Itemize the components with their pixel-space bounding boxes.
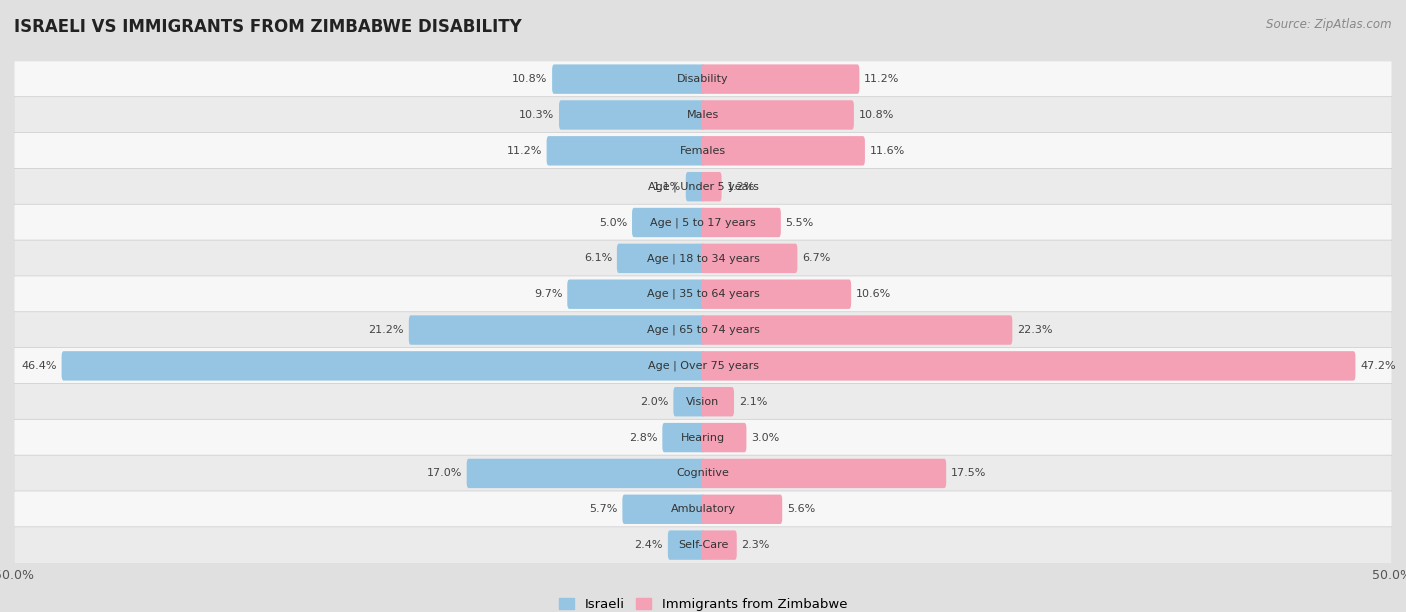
Text: Age | 18 to 34 years: Age | 18 to 34 years <box>647 253 759 264</box>
FancyBboxPatch shape <box>623 494 704 524</box>
FancyBboxPatch shape <box>662 423 704 452</box>
FancyBboxPatch shape <box>633 208 704 237</box>
Text: 2.4%: 2.4% <box>634 540 664 550</box>
Text: Age | 65 to 74 years: Age | 65 to 74 years <box>647 325 759 335</box>
FancyBboxPatch shape <box>702 136 865 165</box>
Text: 10.3%: 10.3% <box>519 110 554 120</box>
Text: Vision: Vision <box>686 397 720 407</box>
Legend: Israeli, Immigrants from Zimbabwe: Israeli, Immigrants from Zimbabwe <box>554 593 852 612</box>
FancyBboxPatch shape <box>14 384 1392 420</box>
FancyBboxPatch shape <box>702 423 747 452</box>
FancyBboxPatch shape <box>702 244 797 273</box>
Text: 6.7%: 6.7% <box>803 253 831 263</box>
Text: 2.0%: 2.0% <box>640 397 669 407</box>
Text: 2.8%: 2.8% <box>628 433 658 442</box>
FancyBboxPatch shape <box>702 64 859 94</box>
Text: 11.2%: 11.2% <box>865 74 900 84</box>
FancyBboxPatch shape <box>702 494 782 524</box>
Text: 5.0%: 5.0% <box>599 217 627 228</box>
FancyBboxPatch shape <box>702 315 1012 345</box>
Text: 17.0%: 17.0% <box>426 468 461 479</box>
Text: 11.6%: 11.6% <box>870 146 905 156</box>
Text: 10.8%: 10.8% <box>859 110 894 120</box>
FancyBboxPatch shape <box>702 351 1355 381</box>
Text: Age | 5 to 17 years: Age | 5 to 17 years <box>650 217 756 228</box>
FancyBboxPatch shape <box>14 491 1392 528</box>
Text: 17.5%: 17.5% <box>950 468 987 479</box>
FancyBboxPatch shape <box>702 280 851 309</box>
FancyBboxPatch shape <box>14 133 1392 169</box>
FancyBboxPatch shape <box>14 419 1392 456</box>
FancyBboxPatch shape <box>62 351 704 381</box>
Text: Age | Under 5 years: Age | Under 5 years <box>648 181 758 192</box>
Text: 2.3%: 2.3% <box>741 540 770 550</box>
Text: Disability: Disability <box>678 74 728 84</box>
FancyBboxPatch shape <box>14 168 1392 205</box>
Text: Ambulatory: Ambulatory <box>671 504 735 514</box>
FancyBboxPatch shape <box>14 527 1392 564</box>
Text: 10.8%: 10.8% <box>512 74 547 84</box>
FancyBboxPatch shape <box>409 315 704 345</box>
Text: 5.6%: 5.6% <box>787 504 815 514</box>
FancyBboxPatch shape <box>467 459 704 488</box>
Text: Males: Males <box>688 110 718 120</box>
FancyBboxPatch shape <box>673 387 704 416</box>
FancyBboxPatch shape <box>14 276 1392 313</box>
Text: 1.1%: 1.1% <box>652 182 681 192</box>
FancyBboxPatch shape <box>547 136 704 165</box>
Text: 3.0%: 3.0% <box>751 433 779 442</box>
FancyBboxPatch shape <box>702 459 946 488</box>
Text: 9.7%: 9.7% <box>534 289 562 299</box>
Text: 11.2%: 11.2% <box>506 146 541 156</box>
FancyBboxPatch shape <box>702 531 737 560</box>
Text: 5.5%: 5.5% <box>786 217 814 228</box>
Text: 2.1%: 2.1% <box>738 397 768 407</box>
FancyBboxPatch shape <box>14 312 1392 348</box>
FancyBboxPatch shape <box>14 348 1392 384</box>
FancyBboxPatch shape <box>702 208 780 237</box>
FancyBboxPatch shape <box>567 280 704 309</box>
FancyBboxPatch shape <box>553 64 704 94</box>
FancyBboxPatch shape <box>560 100 704 130</box>
Text: 10.6%: 10.6% <box>856 289 891 299</box>
Text: Age | 35 to 64 years: Age | 35 to 64 years <box>647 289 759 299</box>
Text: 22.3%: 22.3% <box>1017 325 1053 335</box>
Text: Source: ZipAtlas.com: Source: ZipAtlas.com <box>1267 18 1392 31</box>
FancyBboxPatch shape <box>702 172 721 201</box>
FancyBboxPatch shape <box>668 531 704 560</box>
FancyBboxPatch shape <box>702 100 853 130</box>
FancyBboxPatch shape <box>14 97 1392 133</box>
Text: Hearing: Hearing <box>681 433 725 442</box>
FancyBboxPatch shape <box>14 61 1392 97</box>
Text: Females: Females <box>681 146 725 156</box>
FancyBboxPatch shape <box>14 204 1392 241</box>
Text: 47.2%: 47.2% <box>1360 361 1396 371</box>
FancyBboxPatch shape <box>14 240 1392 277</box>
FancyBboxPatch shape <box>686 172 704 201</box>
Text: 21.2%: 21.2% <box>368 325 404 335</box>
Text: 5.7%: 5.7% <box>589 504 617 514</box>
Text: Self-Care: Self-Care <box>678 540 728 550</box>
FancyBboxPatch shape <box>702 387 734 416</box>
Text: 6.1%: 6.1% <box>583 253 612 263</box>
FancyBboxPatch shape <box>617 244 704 273</box>
Text: Cognitive: Cognitive <box>676 468 730 479</box>
Text: Age | Over 75 years: Age | Over 75 years <box>648 360 758 371</box>
Text: 46.4%: 46.4% <box>21 361 56 371</box>
Text: ISRAELI VS IMMIGRANTS FROM ZIMBABWE DISABILITY: ISRAELI VS IMMIGRANTS FROM ZIMBABWE DISA… <box>14 18 522 36</box>
FancyBboxPatch shape <box>14 455 1392 491</box>
Text: 1.2%: 1.2% <box>727 182 755 192</box>
